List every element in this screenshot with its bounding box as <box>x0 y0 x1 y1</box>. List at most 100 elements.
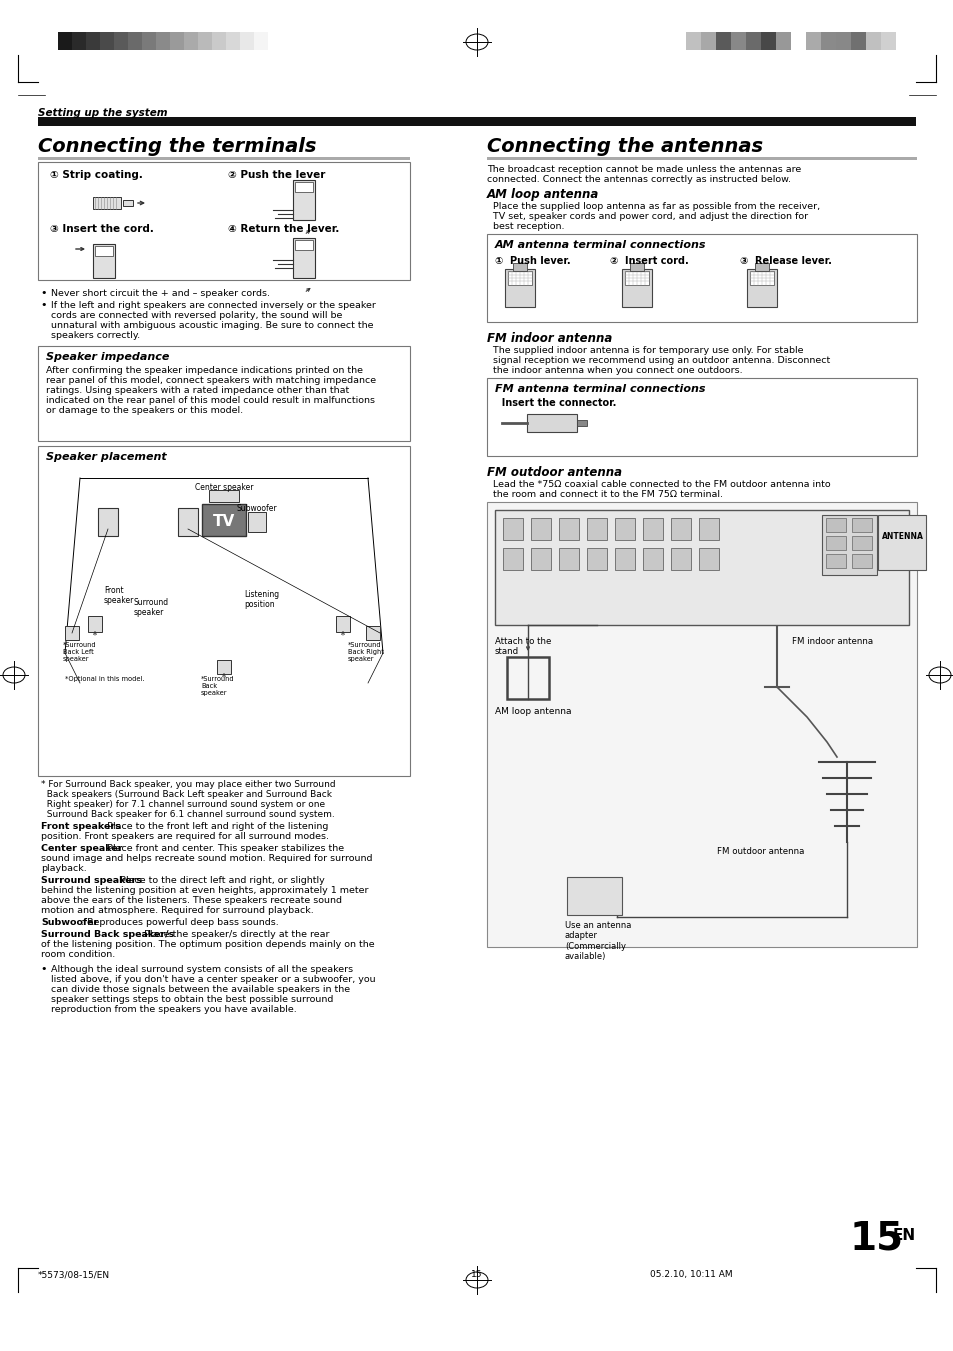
Text: FM outdoor antenna: FM outdoor antenna <box>717 847 803 857</box>
Text: ③ Insert the cord.: ③ Insert the cord. <box>50 224 153 234</box>
Text: Listening
position: Listening position <box>244 590 279 609</box>
Text: listed above, if you don't have a center speaker or a subwoofer, you: listed above, if you don't have a center… <box>51 975 375 984</box>
Text: Center speaker: Center speaker <box>41 844 122 852</box>
Ellipse shape <box>535 553 546 565</box>
Text: ANTENNA: ANTENNA <box>882 532 923 540</box>
Text: Place the supplied loop antenna as far as possible from the receiver,: Place the supplied loop antenna as far a… <box>486 203 820 211</box>
Text: 15: 15 <box>849 1220 903 1258</box>
Text: •: • <box>40 300 47 309</box>
Bar <box>507 272 532 285</box>
Bar <box>730 32 745 50</box>
Text: 15: 15 <box>471 1270 482 1279</box>
Text: sound image and helps recreate sound motion. Required for surround: sound image and helps recreate sound mot… <box>41 854 372 863</box>
Bar <box>670 549 690 570</box>
Text: *Optional in this model.: *Optional in this model. <box>65 676 144 682</box>
Text: FM indoor antenna: FM indoor antenna <box>486 332 612 345</box>
Text: *5573/08-15/EN: *5573/08-15/EN <box>38 1270 110 1279</box>
Text: cords are connected with reversed polarity, the sound will be: cords are connected with reversed polari… <box>51 311 342 320</box>
Text: Connecting the antennas: Connecting the antennas <box>486 136 762 155</box>
Bar <box>716 32 730 50</box>
Ellipse shape <box>646 523 659 535</box>
Bar <box>621 269 651 307</box>
Ellipse shape <box>562 553 575 565</box>
Ellipse shape <box>590 553 602 565</box>
Text: room condition.: room condition. <box>41 950 115 959</box>
Bar <box>615 517 635 540</box>
Bar <box>754 263 768 272</box>
Bar <box>624 272 648 285</box>
Bar <box>877 515 925 570</box>
Text: or damage to the speakers or this model.: or damage to the speakers or this model. <box>46 407 243 415</box>
Bar <box>113 32 128 50</box>
Ellipse shape <box>222 492 226 496</box>
Bar <box>65 626 79 640</box>
Text: of the listening position. The optimum position depends mainly on the: of the listening position. The optimum p… <box>41 940 375 948</box>
Bar <box>212 32 226 50</box>
Bar <box>502 517 522 540</box>
Ellipse shape <box>183 513 193 523</box>
Bar <box>629 263 643 272</box>
Ellipse shape <box>230 492 233 496</box>
Bar <box>486 157 916 159</box>
Bar <box>486 234 916 322</box>
Bar <box>790 32 805 50</box>
Bar <box>202 504 246 536</box>
Bar <box>586 517 606 540</box>
Bar <box>531 549 551 570</box>
Bar <box>253 32 268 50</box>
Text: Surround Back speaker for 6.1 channel surround sound system.: Surround Back speaker for 6.1 channel su… <box>41 811 335 819</box>
Bar <box>209 490 239 503</box>
Text: Lead the *75Ω coaxial cable connected to the FM outdoor antenna into: Lead the *75Ω coaxial cable connected to… <box>486 480 830 489</box>
Text: The supplied indoor antenna is for temporary use only. For stable: The supplied indoor antenna is for tempo… <box>486 346 802 355</box>
Text: Right speaker) for 7.1 channel surround sound system or one: Right speaker) for 7.1 channel surround … <box>41 800 325 809</box>
Ellipse shape <box>542 416 560 430</box>
Text: Subwoofer: Subwoofer <box>41 917 98 927</box>
Text: The broadcast reception cannot be made unless the antennas are: The broadcast reception cannot be made u… <box>486 165 801 174</box>
Text: : Reproduces powerful deep bass sounds.: : Reproduces powerful deep bass sounds. <box>78 917 278 927</box>
Text: Although the ideal surround system consists of all the speakers: Although the ideal surround system consi… <box>51 965 353 974</box>
Text: Surround speakers: Surround speakers <box>41 875 142 885</box>
Text: Speaker impedance: Speaker impedance <box>46 353 170 362</box>
Bar <box>248 512 266 532</box>
Bar <box>851 554 871 567</box>
Bar <box>100 32 113 50</box>
Bar <box>586 549 606 570</box>
Bar <box>98 508 118 536</box>
Text: ①  Push lever.: ① Push lever. <box>495 255 570 266</box>
Bar <box>775 32 790 50</box>
Bar <box>850 32 865 50</box>
Text: TV set, speaker cords and power cord, and adjust the direction for: TV set, speaker cords and power cord, an… <box>486 212 807 222</box>
Text: AM loop antenna: AM loop antenna <box>495 707 571 716</box>
Text: Setting up the system: Setting up the system <box>38 108 168 118</box>
Bar <box>835 32 850 50</box>
Bar <box>558 517 578 540</box>
Bar <box>198 32 212 50</box>
Text: position. Front speakers are required for all surround modes.: position. Front speakers are required fo… <box>41 832 329 842</box>
Bar <box>95 246 112 255</box>
Bar <box>699 517 719 540</box>
Bar <box>88 616 102 632</box>
Bar <box>851 536 871 550</box>
Ellipse shape <box>646 553 659 565</box>
Bar <box>38 157 410 159</box>
Bar <box>216 661 231 674</box>
Bar <box>880 32 895 50</box>
Text: Center speaker: Center speaker <box>194 484 253 492</box>
Text: •: • <box>40 288 47 299</box>
Text: FM antenna terminal connections: FM antenna terminal connections <box>495 384 705 394</box>
Bar <box>184 32 198 50</box>
Bar <box>123 200 132 205</box>
Bar <box>821 32 835 50</box>
Text: ① Strip coating.: ① Strip coating. <box>50 170 143 180</box>
Bar <box>178 508 198 536</box>
Ellipse shape <box>618 553 630 565</box>
Text: If the left and right speakers are connected inversely or the speaker: If the left and right speakers are conne… <box>51 301 375 309</box>
Bar <box>86 32 100 50</box>
Bar <box>685 32 700 50</box>
Bar <box>577 420 586 426</box>
Bar <box>495 509 908 626</box>
Text: *Surround
Back Left
speaker: *Surround Back Left speaker <box>63 642 96 662</box>
Ellipse shape <box>590 523 602 535</box>
Bar <box>38 346 410 440</box>
Text: the room and connect it to the FM 75Ω terminal.: the room and connect it to the FM 75Ω te… <box>486 490 722 499</box>
